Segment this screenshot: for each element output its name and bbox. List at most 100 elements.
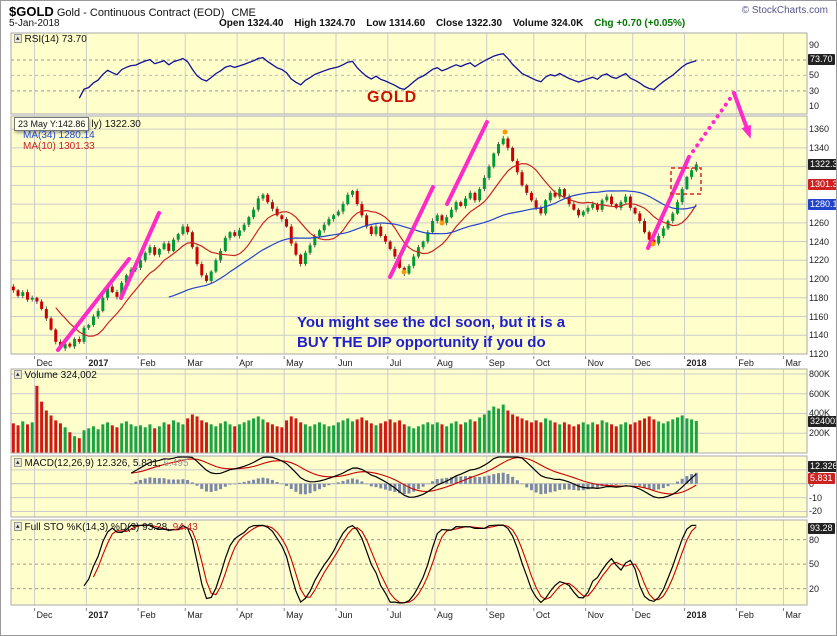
price-legend: 23 May Y:142.86 ly) 1322.30: [14, 117, 141, 131]
price-axis-label: 1180: [809, 292, 829, 303]
x-axis-label: May: [286, 358, 304, 368]
collapse-triangle-icon: ▴: [14, 458, 22, 467]
price-ma34-badge: 1280.1: [808, 199, 836, 210]
symbol: $GOLD: [9, 4, 54, 19]
x-axis-label: Apr: [239, 358, 254, 368]
collapse-triangle-icon: ▴: [14, 522, 22, 531]
x-axis-label: Nov: [587, 358, 604, 368]
price-axis-label: 1160: [809, 311, 829, 322]
chg-label: Chg: [594, 18, 614, 29]
price-axis-label: 1120: [809, 349, 829, 359]
x-axis-label: Oct: [535, 358, 550, 368]
high-label: High: [294, 18, 317, 29]
close-value: 1322.30: [465, 18, 503, 29]
low-label: Low: [366, 18, 387, 29]
x-axis-label: Mar: [785, 610, 801, 620]
x-axis-label: 2017: [88, 610, 109, 620]
x-axis-label: 2017: [88, 358, 109, 368]
volume-axis-label: 800K: [809, 368, 831, 379]
volume-legend: ▴ Volume 324,002: [14, 370, 97, 381]
x-axis-label: 2018: [686, 358, 707, 368]
price-legend-text: ly) 1322.30: [91, 119, 141, 130]
copyright-link[interactable]: © StockCharts.com: [741, 5, 828, 16]
ma34-legend: MA(34) 1280.14: [23, 130, 95, 141]
x-axis-label: Feb: [140, 610, 156, 620]
volume-axis-label: 600K: [809, 388, 831, 399]
volume-axis-label: 400K: [809, 408, 831, 419]
rsi-axis-label: 30: [809, 85, 820, 96]
ma10-legend: MA(10) 1301.33: [23, 141, 95, 152]
x-axis-label: Apr: [239, 610, 254, 620]
sto-axis-label: 20: [809, 583, 820, 594]
price-axis-label: 1340: [809, 142, 830, 153]
low-value: 1314.60: [389, 18, 426, 29]
rsi-legend-text: RSI(14) 73.70: [24, 34, 87, 45]
x-axis-label: Feb: [738, 610, 754, 620]
x-axis-label: May: [286, 610, 304, 620]
note-line-1: You might see the dcl soon, but it is a: [297, 314, 566, 331]
chart-tooltip: 23 May Y:142.86: [14, 117, 90, 131]
x-axis-label: Oct: [535, 610, 550, 620]
note-line-2: BUY THE DIP opportunity if you do: [297, 334, 546, 351]
price-axis-label: 1200: [809, 274, 830, 285]
price-axis-label: 1140: [809, 330, 829, 341]
gold-annotation-label: GOLD: [367, 89, 418, 106]
x-axis-label: Dec: [634, 610, 651, 620]
price-close-badge: 1322.3: [808, 159, 836, 170]
high-value: 1324.70: [319, 18, 356, 29]
x-axis-label: Sep: [488, 610, 505, 620]
sto-axis-label: 80: [809, 534, 820, 545]
price-ma10-badge: 1301.3: [808, 179, 836, 190]
header-title-row: $GOLD Gold - Continuous Contract (EOD) C…: [9, 4, 256, 19]
x-axis-label: Aug: [436, 610, 453, 620]
volume-value-badge: 324002: [808, 416, 836, 427]
x-axis-label: Feb: [738, 358, 754, 368]
buy-the-dip-note: You might see the dcl soon, but it is a …: [297, 313, 565, 353]
rsi-axis-label: 10: [809, 101, 820, 112]
rsi-axis-label: 90: [809, 39, 820, 50]
macd-legend: ▴ MACD(12,26,9) 12.326, 5.831, 6.495: [14, 458, 189, 469]
sto-axis-label: 50: [809, 559, 820, 570]
sto-legend-text: Full STO %K(14,3) %D(3) 93.28,: [24, 522, 170, 533]
macd-hist-value: 6.495: [163, 458, 189, 469]
exchange: CME: [231, 7, 256, 19]
x-axis-label: Aug: [436, 358, 453, 368]
x-axis-label: Mar: [187, 610, 203, 620]
x-axis-label: Nov: [587, 610, 604, 620]
macd-line-badge: 12.326: [808, 461, 836, 472]
rsi-value-badge: 73.70: [808, 54, 835, 65]
sto-k-badge: 93.28: [808, 523, 835, 534]
sto-d-value: 94.43: [172, 522, 198, 533]
x-axis-label: Mar: [785, 358, 801, 368]
rsi-legend: ▴ RSI(14) 73.70: [14, 34, 87, 45]
macd-axis-label: -10: [809, 492, 823, 503]
x-axis-label: Jun: [337, 358, 353, 368]
volume-axis-label: 200K: [809, 428, 831, 439]
price-axis-label: 1240: [809, 236, 830, 247]
volume-label: Volume: [512, 18, 549, 29]
collapse-triangle-icon: ▴: [14, 34, 22, 43]
close-label: Close: [435, 18, 464, 29]
x-axis-label: Jul: [389, 610, 402, 620]
sto-legend: ▴ Full STO %K(14,3) %D(3) 93.28, 94.43: [14, 522, 198, 533]
x-axis-label: Dec: [36, 610, 53, 620]
macd-signal-badge: 5.831: [808, 473, 835, 484]
rsi-axis-label: 50: [809, 70, 820, 81]
x-axis-label: Dec: [36, 358, 53, 368]
volume-value: 324.0K: [551, 18, 584, 29]
x-axis-label: Mar: [187, 358, 203, 368]
chart-title: Gold - Continuous Contract (EOD): [56, 7, 225, 19]
x-axis-label: Jun: [337, 610, 353, 620]
chg-value: +0.70 (+0.05%): [616, 18, 686, 29]
collapse-triangle-icon: ▴: [14, 370, 22, 379]
macd-legend-text: MACD(12,26,9) 12.326, 5.831,: [24, 458, 161, 469]
quote-line: Open 1324.40 High 1324.70 Low 1314.60 Cl…: [219, 18, 685, 29]
price-axis-label: 1220: [809, 255, 830, 266]
macd-axis-label: -20: [809, 506, 823, 517]
open-label: Open: [219, 18, 245, 29]
x-axis-label: Feb: [140, 358, 156, 368]
x-axis-label: Jul: [389, 358, 402, 368]
price-axis-label: 1260: [809, 217, 830, 228]
